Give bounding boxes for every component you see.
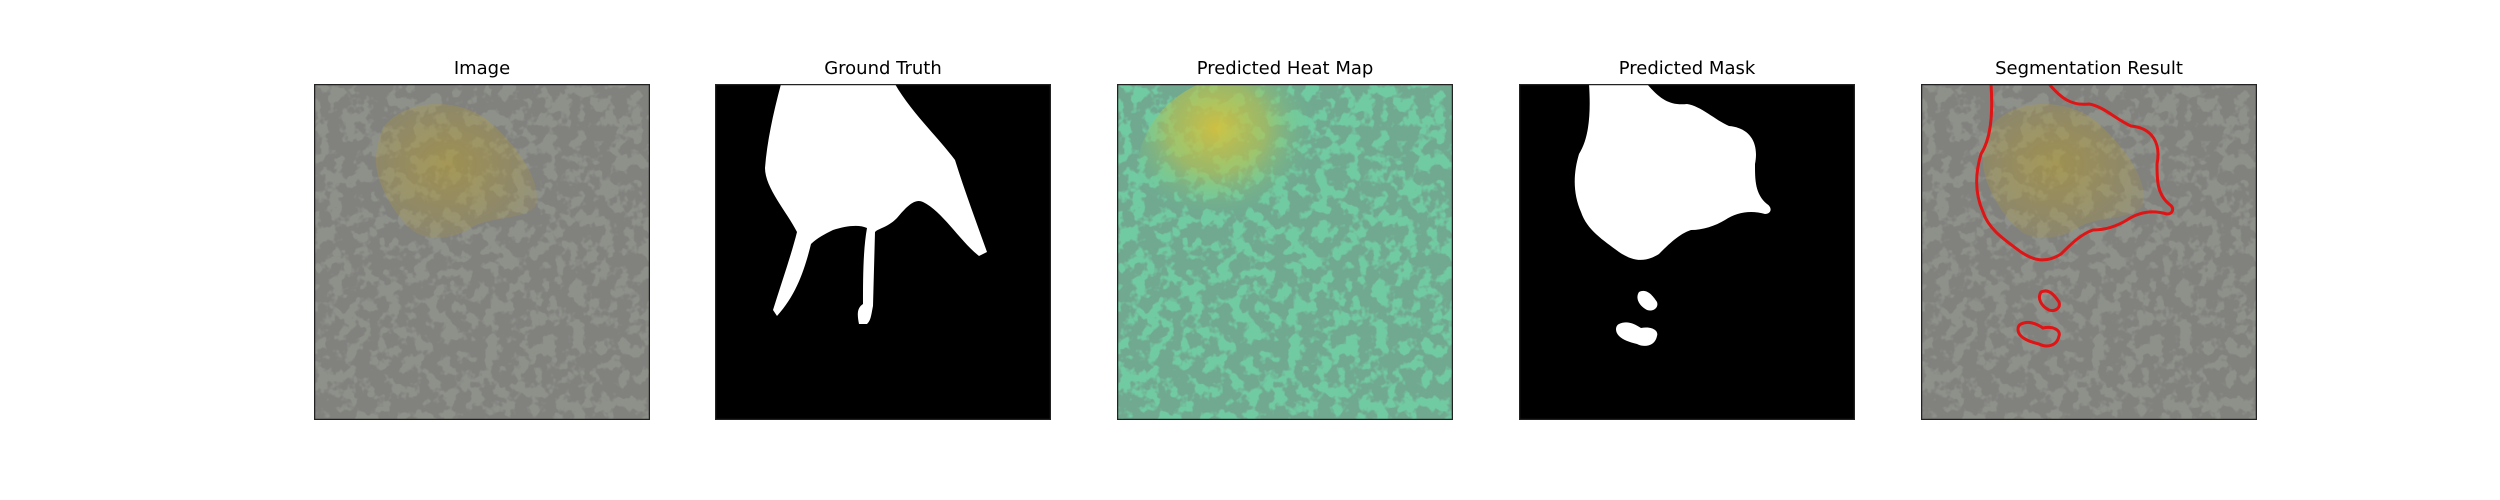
segmentation-overlay: [1921, 84, 2257, 420]
panel-image: [314, 84, 650, 420]
panel-title-heat-map: Predicted Heat Map: [1196, 58, 1374, 79]
predicted-mask-main-region: [1574, 84, 1771, 260]
ground-truth-region: [765, 84, 987, 324]
predicted-mask-blob: [1637, 290, 1658, 311]
segmentation-contour: [1975, 84, 2175, 262]
panel-title-image: Image: [453, 58, 511, 79]
segmentation-contour: [2037, 289, 2061, 312]
predicted-mask-blob: [1616, 322, 1658, 346]
panel-predicted-mask: [1519, 84, 1855, 420]
panel-title-segmentation-result: Segmentation Result: [1995, 58, 2183, 79]
image-photo: [314, 84, 650, 420]
predicted-mask: [1519, 84, 1855, 420]
heat-hotspot: [1137, 84, 1357, 274]
panel-segmentation-result: [1921, 84, 2257, 420]
panel-heat-map: [1117, 84, 1453, 420]
panel-title-ground-truth: Ground Truth: [824, 58, 942, 79]
panel-ground-truth: [715, 84, 1051, 420]
object-region: [375, 104, 537, 238]
segmentation-contour: [2016, 320, 2061, 348]
panel-title-predicted-mask: Predicted Mask: [1618, 58, 1756, 79]
heat-map-overlay: [1117, 84, 1453, 420]
ground-truth-mask: [715, 84, 1051, 420]
